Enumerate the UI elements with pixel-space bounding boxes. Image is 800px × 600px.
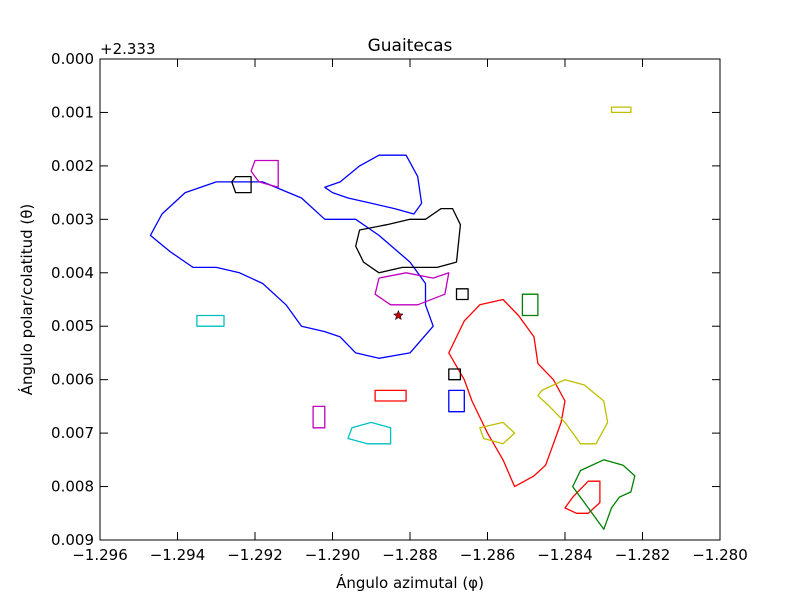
y-tick-label: 0.008 <box>51 478 94 496</box>
chart-title: Guaitecas <box>368 36 453 56</box>
island-outline-magenta <box>374 272 450 306</box>
x-tick-label: −1.284 <box>537 546 593 564</box>
island-outline-green <box>521 293 539 317</box>
y-tick-label: 0.000 <box>51 50 94 68</box>
y-axis-label: Ángulo polar/colatitud (θ) <box>17 204 36 396</box>
island-outline-magenta <box>312 405 326 429</box>
island-outline-red <box>374 389 407 402</box>
coastline-series-group <box>149 106 636 530</box>
island-outline-blue <box>324 154 423 215</box>
x-tick-label: −1.280 <box>692 546 748 564</box>
x-tick-label: −1.294 <box>150 546 206 564</box>
x-tick-label: −1.288 <box>382 546 438 564</box>
x-tick-label: −1.296 <box>72 546 128 564</box>
y-tick-label: 0.009 <box>51 531 94 549</box>
island-outline-black <box>455 288 469 301</box>
x-tick-label: −1.282 <box>615 546 671 564</box>
y-tick-label: 0.006 <box>51 371 94 389</box>
island-outline-blue <box>448 389 465 413</box>
star-marker <box>392 309 404 321</box>
y-tick-label: 0.004 <box>51 264 94 282</box>
island-outline-black <box>448 368 462 381</box>
island-outline-blue <box>149 181 434 359</box>
plot-frame <box>99 58 721 541</box>
island-outline-yellow <box>479 421 516 445</box>
island-outline-red <box>564 480 601 514</box>
island-outline-cyan <box>347 421 392 445</box>
y-tick-label: 0.005 <box>51 317 94 335</box>
island-outline-green <box>572 459 636 530</box>
marker-layer <box>392 309 404 321</box>
island-outline-black <box>355 207 462 274</box>
y-axis-offset-label: +2.333 <box>100 40 156 58</box>
x-tick-label: −1.286 <box>460 546 516 564</box>
island-outline-red <box>448 298 566 488</box>
island-outline-black <box>231 175 252 194</box>
island-outline-cyan <box>196 314 225 327</box>
x-tick-label: −1.292 <box>227 546 283 564</box>
y-tick-label: 0.002 <box>51 157 94 175</box>
y-tick-label: 0.007 <box>51 424 94 442</box>
y-tick-label: 0.001 <box>51 103 94 121</box>
y-axis: 0.000 0.001 0.002 0.003 0.004 0.005 0.006 0.007… <box>51 50 720 549</box>
x-tick-label: −1.290 <box>305 546 361 564</box>
island-outline-yellow <box>610 106 632 114</box>
x-axis-label: Ángulo azimutal (φ) <box>336 573 484 592</box>
island-outline-yellow <box>537 379 609 445</box>
x-axis: −1.296 −1.294 −1.292 −1.290 −1.288 −1.286 −1.2… <box>72 59 748 564</box>
island-outline-magenta <box>250 159 279 188</box>
y-tick-label: 0.003 <box>51 210 94 228</box>
